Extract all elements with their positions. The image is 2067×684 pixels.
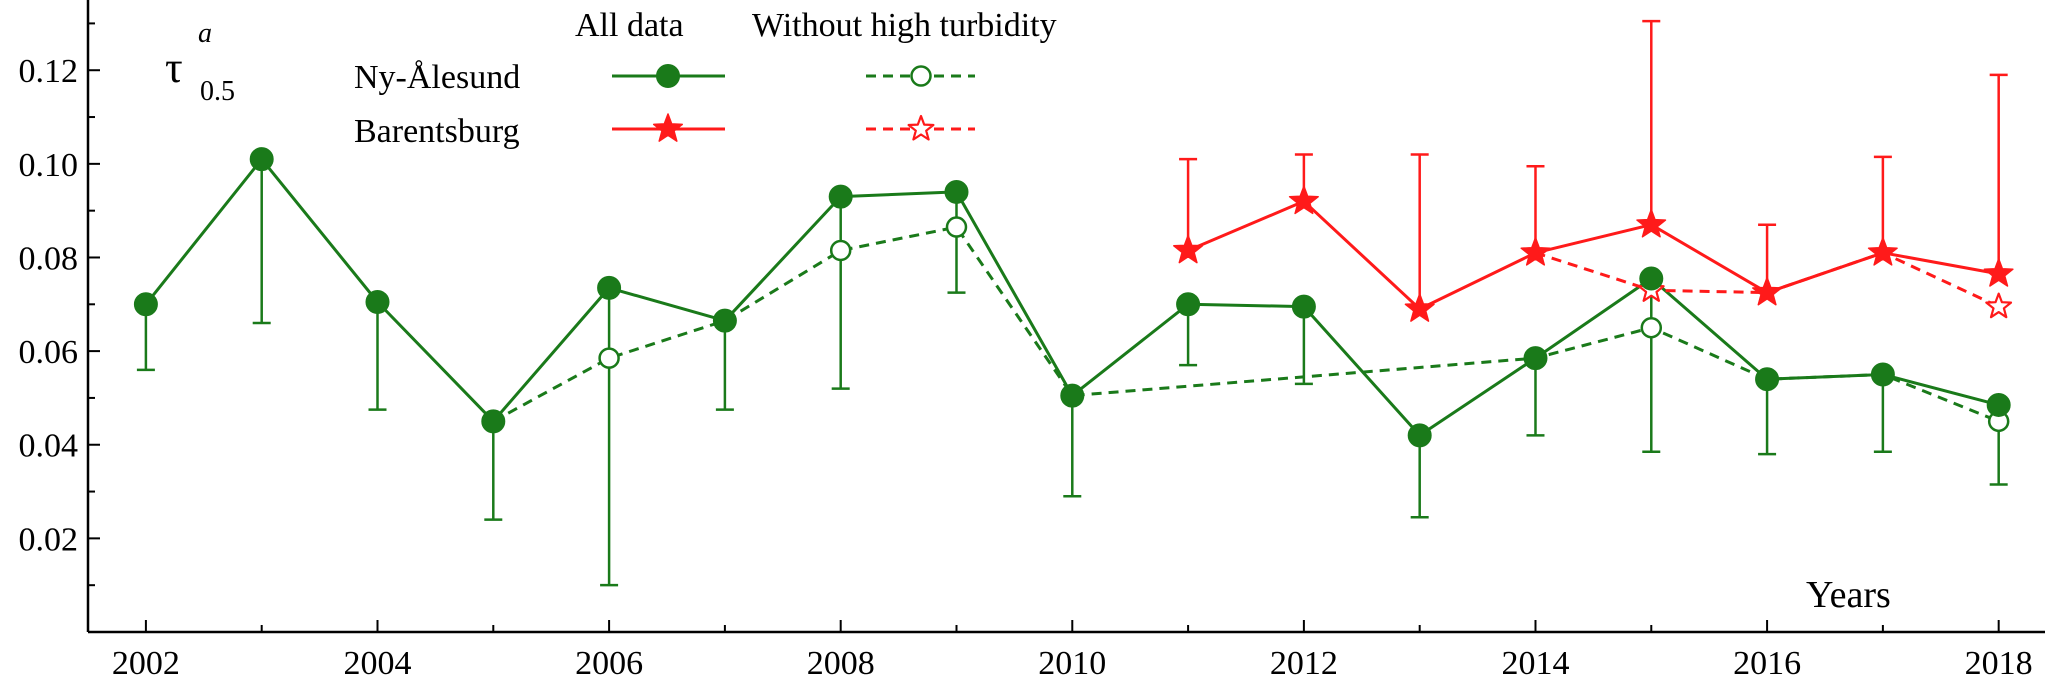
data-point	[1983, 258, 2014, 287]
y-label-symbol: τ	[165, 43, 183, 92]
data-point	[829, 239, 852, 262]
data-point	[1288, 185, 1319, 215]
y-label-superscript: a	[198, 18, 212, 49]
y-label-subscript: 0.5	[200, 76, 235, 107]
data-point	[1755, 367, 1780, 392]
legend-marker	[910, 65, 932, 87]
data-point	[828, 184, 853, 209]
data-point	[1404, 293, 1435, 322]
data-point	[1060, 383, 1085, 408]
x-tick-label: 2008	[807, 645, 875, 682]
series-line	[1187, 199, 1999, 311]
x-tick-label: 2014	[1501, 645, 1569, 682]
x-tick-label: 2002	[112, 645, 180, 682]
x-tick-label: 2016	[1733, 645, 1801, 682]
x-tick-label: 2018	[1965, 645, 2033, 682]
x-tick-label: 2012	[1270, 645, 1338, 682]
data-point	[249, 147, 274, 172]
legend-header-all-data: All data	[575, 7, 684, 44]
legend-row-barentsburg: Barentsburg	[354, 113, 520, 150]
y-tick-label: 0.06	[19, 334, 79, 371]
legend-marker	[907, 114, 935, 141]
y-tick-label: 0.10	[19, 147, 79, 184]
data-point	[597, 275, 622, 300]
ticks: 0.02 0.04 0.06 0.08 0.10 0.12 2002 2004 2006 2008…	[19, 22, 2033, 682]
data-point	[481, 409, 506, 434]
data-point	[1636, 208, 1667, 238]
data-point	[1986, 392, 2011, 417]
y-tick-label: 0.12	[19, 53, 79, 90]
data-point	[1639, 266, 1664, 291]
error-bars	[136, 19, 2008, 587]
legend-samples	[612, 64, 975, 142]
series-markers	[133, 147, 2014, 448]
data-point	[1407, 423, 1432, 448]
legend: All data Without high turbidity Ny-Ålesu…	[354, 7, 1057, 150]
series-line	[492, 225, 2000, 423]
data-point	[1640, 316, 1663, 339]
data-point	[945, 216, 968, 238]
y-tick-label: 0.02	[19, 521, 79, 558]
x-axis-label: Years	[1806, 574, 1891, 616]
y-tick-label: 0.08	[19, 240, 79, 277]
y-tick-label: 0.04	[19, 428, 79, 465]
data-point	[1291, 294, 1316, 319]
x-tick-label: 2006	[575, 645, 643, 682]
data-point	[1867, 237, 1898, 266]
data-point	[1870, 362, 1895, 387]
legend-row-ny-alesund: Ny-Ålesund	[354, 59, 520, 96]
legend-header-without-high-turbidity: Without high turbidity	[752, 7, 1057, 44]
data-point	[1523, 346, 1548, 371]
data-point	[1173, 234, 1204, 264]
data-point	[598, 347, 620, 369]
data-point	[1985, 292, 2013, 319]
y-axis-label: τ a 0.5	[165, 18, 235, 107]
data-point	[1176, 292, 1201, 317]
x-tick-label: 2010	[1038, 645, 1106, 682]
data-point	[133, 292, 158, 317]
x-tick-label: 2004	[343, 645, 411, 682]
data-point	[712, 308, 737, 333]
legend-marker	[652, 113, 684, 142]
data-point	[365, 289, 390, 314]
data-point	[944, 179, 969, 204]
legend-marker	[656, 64, 680, 88]
data-point	[1752, 276, 1783, 306]
axes	[86, 0, 2045, 634]
data-point	[1520, 237, 1551, 266]
